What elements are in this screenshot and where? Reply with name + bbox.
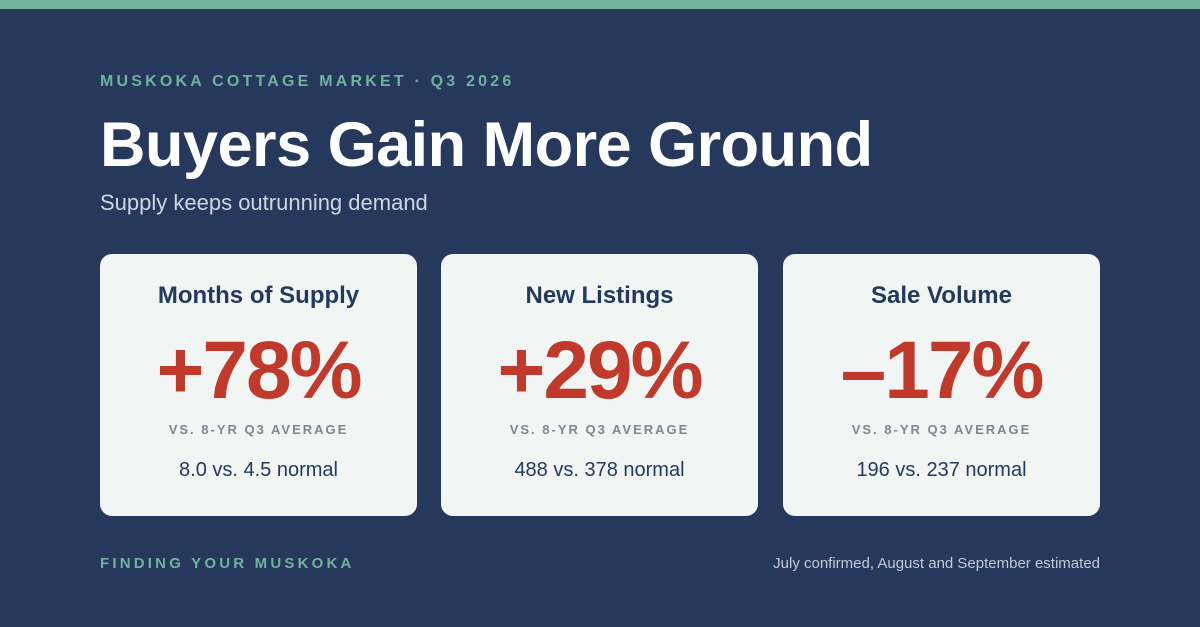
stat-card-value: +29% [497, 325, 703, 416]
stat-card-comparison: VS. 8-YR Q3 AVERAGE [851, 422, 1032, 437]
stat-card-value: +78% [156, 325, 362, 416]
footer-brand: FINDING YOUR MUSKOKA [100, 555, 355, 572]
stat-card-title: Sale Volume [871, 282, 1012, 309]
stat-card-title: Months of Supply [157, 282, 360, 309]
stat-card-months-of-supply: Months of Supply +78% VS. 8-YR Q3 AVERAG… [100, 254, 417, 516]
top-accent-bar [0, 0, 1200, 9]
page-title: Buyers Gain More Ground [100, 110, 873, 180]
stat-card-detail: 196 vs. 237 normal [856, 459, 1027, 481]
stat-card-comparison: VS. 8-YR Q3 AVERAGE [168, 422, 349, 437]
stat-card-detail: 488 vs. 378 normal [514, 459, 685, 481]
stat-card-sale-volume: Sale Volume –17% VS. 8-YR Q3 AVERAGE 196… [783, 254, 1100, 516]
stat-card-comparison: VS. 8-YR Q3 AVERAGE [509, 422, 690, 437]
eyebrow-label: MUSKOKA COTTAGE MARKET · Q3 2026 [100, 73, 515, 90]
stat-card-value: –17% [840, 325, 1045, 416]
footer-note: July confirmed, August and September est… [773, 555, 1100, 572]
stat-card-detail: 8.0 vs. 4.5 normal [179, 459, 338, 481]
page-subtitle: Supply keeps outrunning demand [100, 190, 428, 215]
stat-card-new-listings: New Listings +29% VS. 8-YR Q3 AVERAGE 48… [441, 254, 758, 516]
stat-card-title: New Listings [525, 282, 674, 309]
